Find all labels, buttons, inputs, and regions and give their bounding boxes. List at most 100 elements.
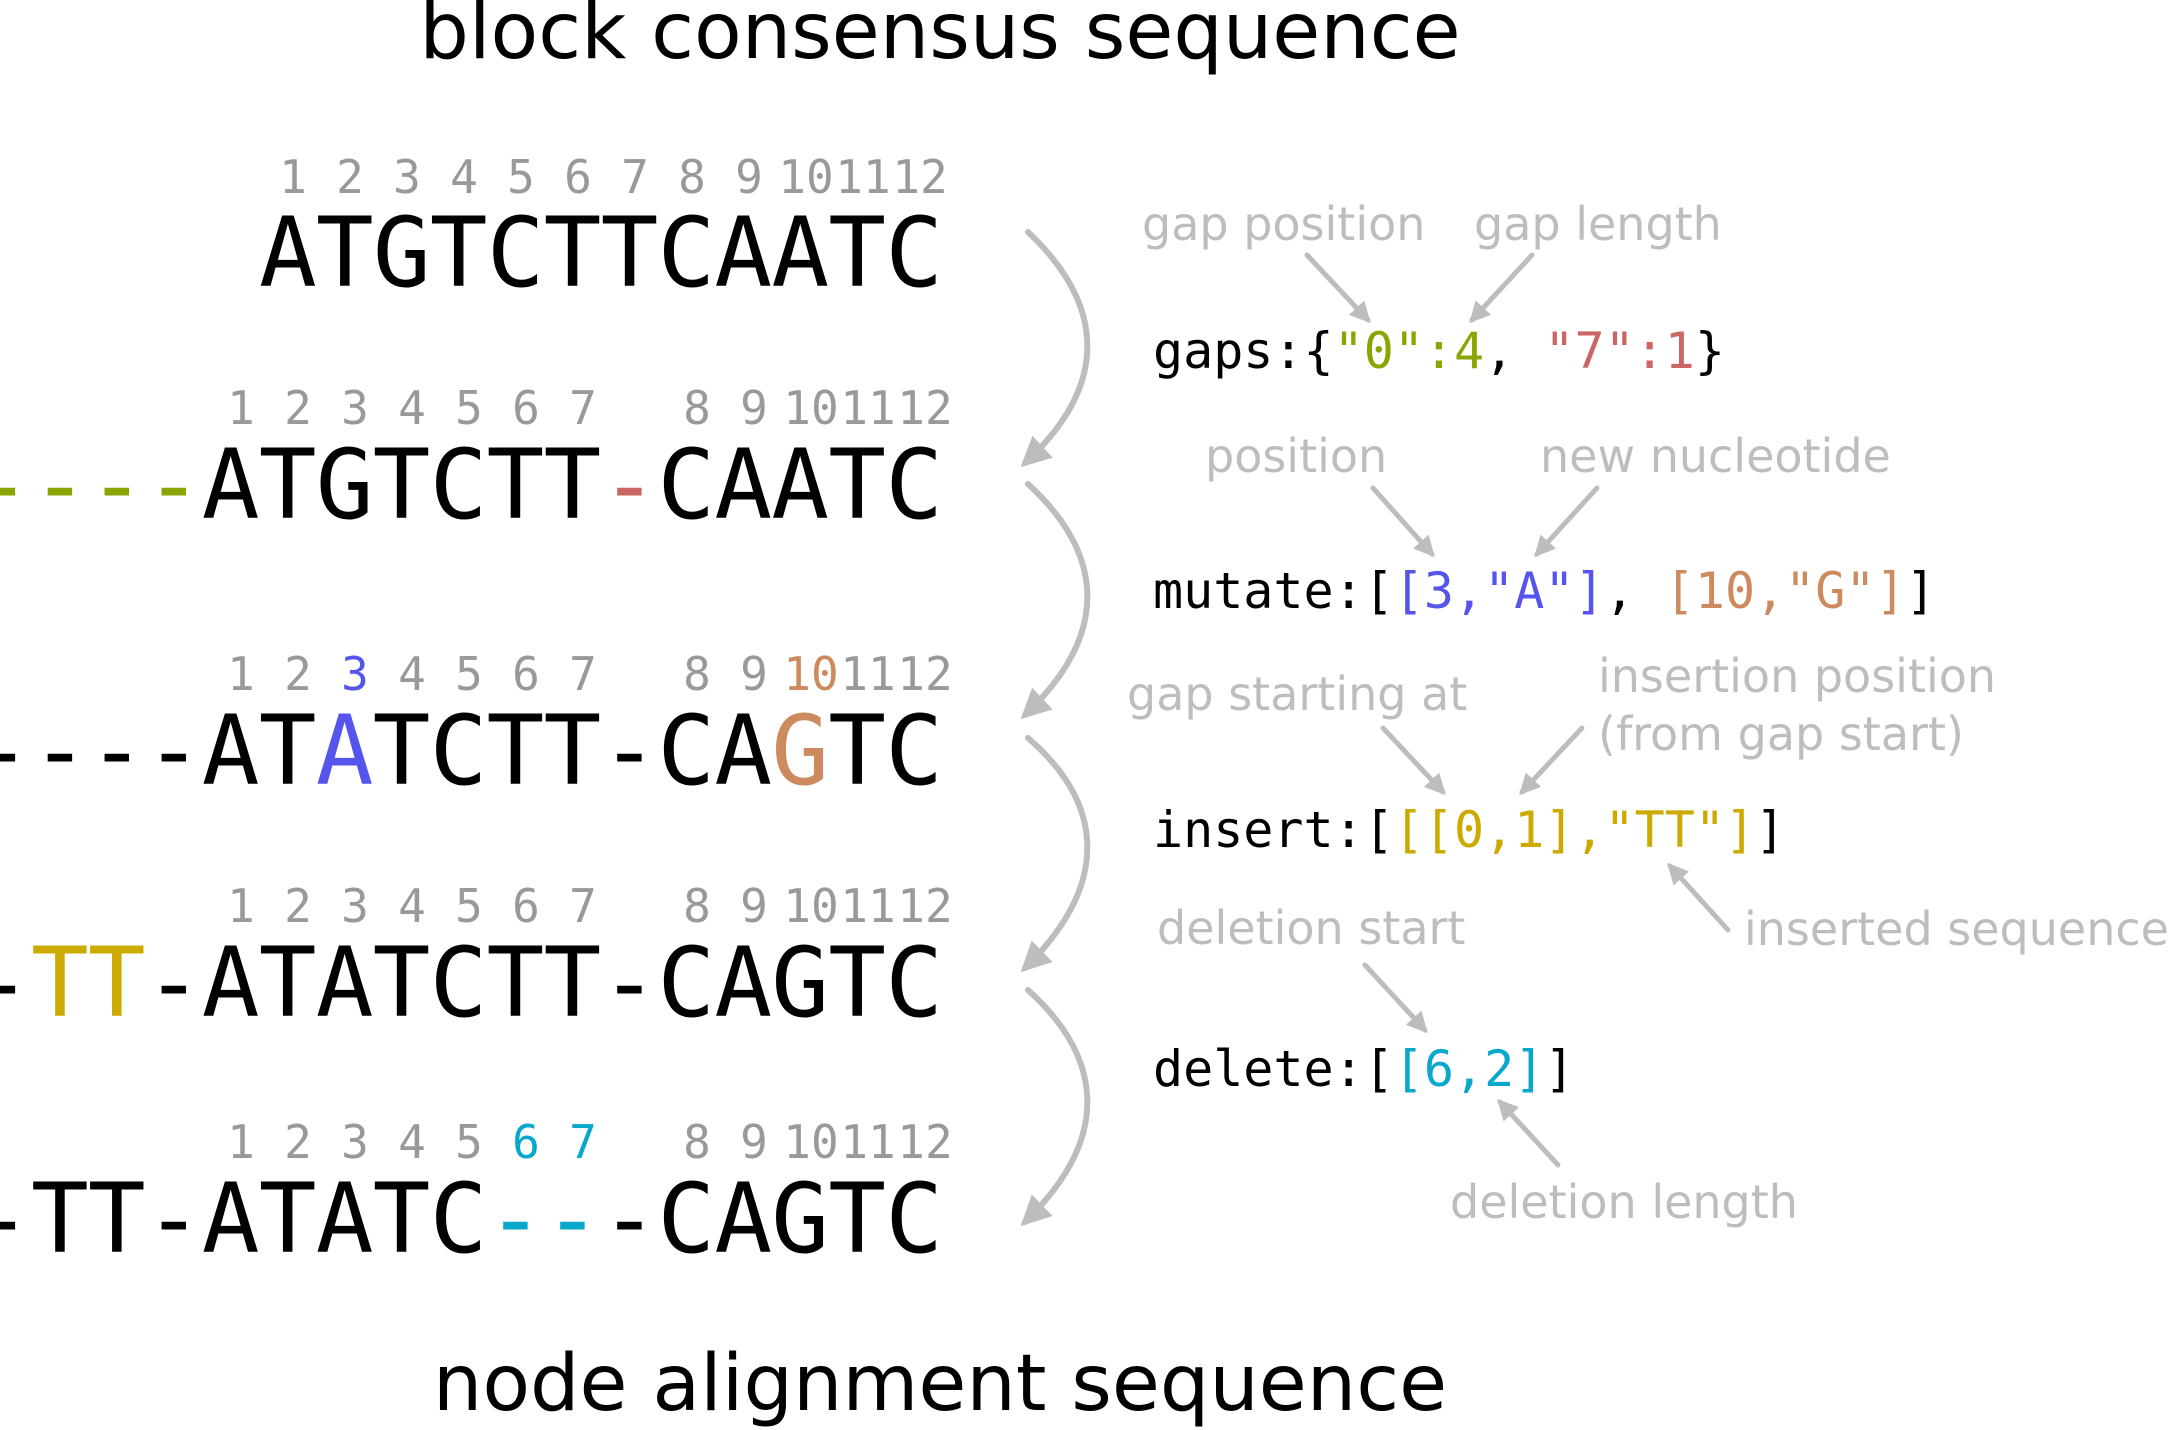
sequence-char: - — [31, 695, 89, 807]
index-label: 5 — [455, 1115, 483, 1169]
index-label: 10 — [783, 1115, 838, 1169]
sequence-char: T — [430, 197, 488, 309]
sequence-char: C — [885, 1163, 943, 1275]
index-label: 1 — [227, 647, 255, 701]
sequence-char: T — [544, 927, 602, 1039]
index-label: 2 — [284, 879, 312, 933]
index-label: 3 — [341, 381, 369, 435]
sequence-char: A — [714, 1163, 772, 1275]
sequence-char: C — [885, 927, 943, 1039]
index-label: 9 — [740, 381, 768, 435]
index-label: 8 — [678, 150, 706, 204]
sequence-char: A — [202, 1163, 260, 1275]
index-label: 1 — [279, 150, 307, 204]
transition-arrow-3 — [1020, 735, 1091, 973]
index-label: 5 — [507, 150, 535, 204]
sequence-char: T — [544, 197, 602, 309]
index-label: 8 — [683, 647, 711, 701]
sequence-char: T — [828, 695, 886, 807]
sequence-char: C — [885, 429, 943, 541]
sequence-char: T — [373, 695, 431, 807]
index-label-highlight-10: 10 — [783, 647, 838, 701]
sequence-char: A — [771, 197, 829, 309]
sequence-char: - — [0, 429, 32, 541]
index-label: 4 — [398, 381, 426, 435]
index-label: 12 — [892, 150, 947, 204]
sequence-char: A — [259, 197, 317, 309]
sequence-char: G — [771, 1163, 829, 1275]
annotation-new-nucleotide: new nucleotide — [1540, 429, 1891, 483]
index-label: 4 — [398, 647, 426, 701]
index-label: 9 — [740, 879, 768, 933]
sequence-char: - — [145, 1163, 203, 1275]
transition-arrow-2 — [1020, 481, 1091, 720]
sequence-char: T — [88, 1163, 146, 1275]
sequence-row-4: -TT-ATATCTT-CAGTC — [0, 927, 943, 1039]
sequence-char: T — [828, 429, 886, 541]
sequence-char: T — [487, 429, 545, 541]
gap-starting-at-arrow — [1380, 725, 1446, 796]
annotation-insertion-position: insertion position — [1598, 649, 1996, 703]
annotation-position: position — [1205, 429, 1387, 483]
index-label: 6 — [564, 150, 592, 204]
sequence-char: A — [714, 429, 772, 541]
sequence-char: A — [202, 927, 260, 1039]
sequence-char: - — [145, 429, 203, 541]
sequence-char: T — [31, 1163, 89, 1275]
sequence-char: - — [600, 927, 658, 1039]
title-node-alignment: node alignment sequence — [433, 1339, 1447, 1429]
index-label: 7 — [569, 647, 597, 701]
sequence-char: G — [771, 695, 829, 807]
index-label: 11 — [840, 1115, 895, 1169]
annotation-deletion-start: deletion start — [1157, 901, 1465, 955]
sequence-char: A — [714, 197, 772, 309]
insert-code: insert:[[[0,1],"TT"]] — [1153, 801, 1785, 859]
annotation-gap-length: gap length — [1474, 197, 1722, 251]
sequence-char: C — [430, 1163, 488, 1275]
sequence-char: C — [657, 1163, 715, 1275]
sequence-char: A — [316, 927, 374, 1039]
sequence-row-2: ----ATGTCTT-CAATC — [0, 429, 943, 541]
sequence-char: T — [828, 927, 886, 1039]
index-label: 2 — [336, 150, 364, 204]
sequence-char: - — [0, 1163, 32, 1275]
gap-position-arrow — [1304, 252, 1371, 324]
annotation-gap-starting-at: gap starting at — [1127, 667, 1467, 721]
sequence-char: T — [373, 1163, 431, 1275]
sequence-char: C — [657, 197, 715, 309]
index-label: 11 — [835, 150, 890, 204]
index-label: 3 — [341, 879, 369, 933]
index-row-3: 1 2 3 4 5 6 7 8 9 10 11 12 — [227, 647, 953, 701]
sequence-char: G — [771, 927, 829, 1039]
deletion-length-arrow — [1497, 1098, 1561, 1168]
deletion-start-arrow — [1362, 962, 1428, 1034]
index-label: 3 — [341, 1115, 369, 1169]
sequence-char: C — [885, 197, 943, 309]
sequence-char: A — [771, 429, 829, 541]
sequence-char: T — [544, 429, 602, 541]
sequence-char: T — [487, 927, 545, 1039]
index-label: 10 — [783, 879, 838, 933]
index-label: 8 — [683, 381, 711, 435]
index-label: 12 — [897, 879, 952, 933]
sequence-char: A — [714, 695, 772, 807]
index-label: 7 — [569, 381, 597, 435]
insertion-position-arrow — [1519, 725, 1585, 796]
sequence-char: T — [259, 927, 317, 1039]
annotation-insertion-position-note: (from gap start) — [1598, 707, 1964, 761]
sequence-char: - — [544, 1163, 602, 1275]
sequence-char: - — [487, 1163, 545, 1275]
sequence-char: A — [714, 927, 772, 1039]
index-label: 1 — [227, 381, 255, 435]
index-row-4: 1 2 3 4 5 6 7 8 9 10 11 12 — [227, 879, 953, 933]
sequence-char: T — [31, 927, 89, 1039]
index-label: 7 — [621, 150, 649, 204]
index-label: 3 — [393, 150, 421, 204]
index-label: 2 — [284, 381, 312, 435]
index-label: 1 — [227, 1115, 255, 1169]
index-label: 5 — [455, 381, 483, 435]
delete-code: delete:[[6,2]] — [1153, 1040, 1574, 1098]
transition-arrow-1 — [1020, 229, 1091, 468]
index-row-5: 1 2 3 4 5 6 7 8 9 10 11 12 — [227, 1115, 953, 1169]
